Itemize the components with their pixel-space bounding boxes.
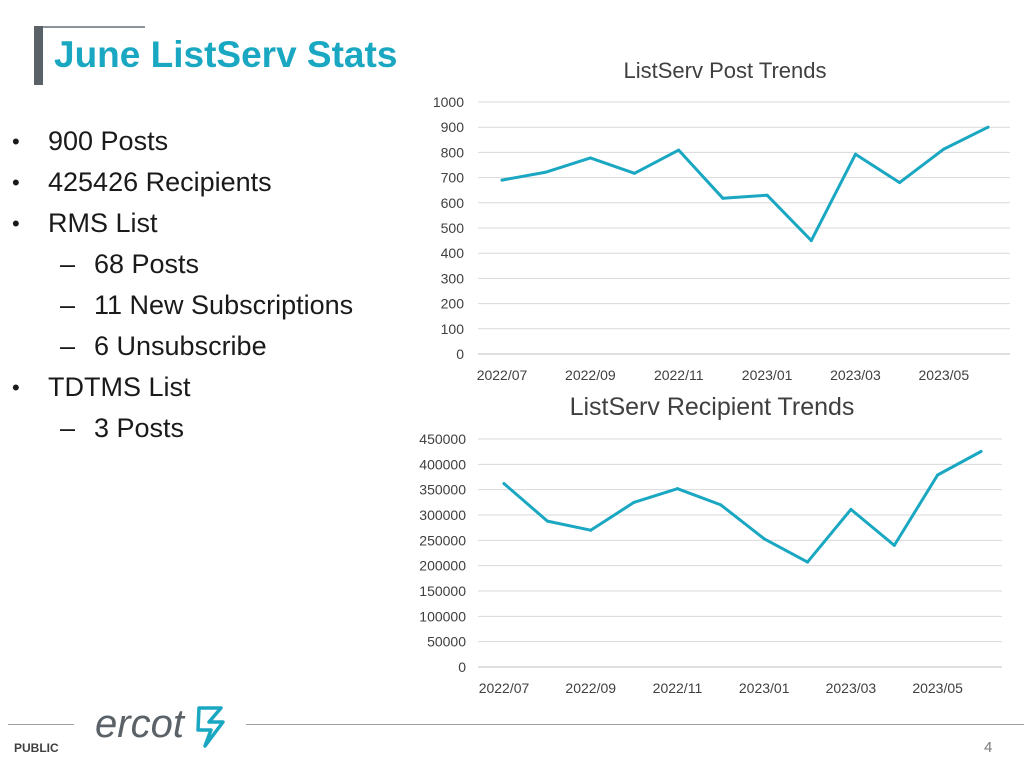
series-line: [500, 125, 990, 243]
x-tick-label: 2023/03: [826, 680, 877, 696]
bullet-marker: •: [12, 170, 20, 195]
data-point: [721, 196, 725, 200]
data-point: [898, 181, 902, 185]
x-tick-label: 2022/07: [479, 680, 530, 696]
data-point: [762, 537, 766, 541]
x-tick-label: 2023/01: [739, 680, 790, 696]
y-tick-label: 200000: [419, 558, 466, 574]
y-tick-label: 900: [441, 119, 465, 135]
title-accent-rule: [34, 26, 145, 28]
x-tick-label: 2023/01: [742, 367, 793, 383]
data-point: [892, 543, 896, 547]
slide-title: June ListServ Stats: [54, 34, 398, 75]
data-point: [633, 171, 637, 175]
bullet-marker: –: [60, 249, 76, 279]
chart-title: ListServ Recipient Trends: [570, 393, 855, 421]
y-tick-label: 400000: [419, 456, 466, 472]
bullet-text: 6 Unsubscribe: [94, 331, 267, 361]
footer-rule-left: [8, 724, 74, 725]
data-point: [675, 487, 679, 491]
bullet-marker: •: [12, 375, 20, 400]
data-point: [545, 519, 549, 523]
x-tick-label: 2022/11: [653, 680, 703, 696]
x-tick-label: 2022/09: [565, 680, 616, 696]
y-tick-label: 400: [441, 245, 465, 261]
y-tick-label: 300: [441, 270, 465, 286]
x-tick-label: 2022/11: [654, 367, 704, 383]
x-tick-label: 2022/07: [477, 367, 528, 383]
logo-wordmark: ercot: [95, 702, 186, 746]
x-tick-label: 2023/05: [919, 367, 970, 383]
y-tick-label: 200: [441, 296, 465, 312]
data-point: [809, 239, 813, 243]
bullet-text: 3 Posts: [94, 413, 185, 443]
data-point: [765, 193, 769, 197]
data-point: [979, 449, 983, 453]
bullet-text: TDTMS List: [48, 372, 191, 402]
x-tick-label: 2022/09: [565, 367, 616, 383]
y-tick-label: 500: [441, 220, 465, 236]
bullet-text: 11 New Subscriptions: [94, 290, 354, 320]
bullet-marker: –: [60, 413, 76, 443]
bullet-text: 68 Posts: [94, 249, 200, 279]
x-tick-label: 2023/05: [912, 680, 963, 696]
data-point: [589, 528, 593, 532]
page-number: 4: [984, 739, 993, 756]
y-tick-label: 150000: [419, 583, 466, 599]
data-point: [677, 148, 681, 152]
data-point: [588, 156, 592, 160]
data-point: [544, 170, 548, 174]
y-tick-label: 600: [441, 195, 465, 211]
data-point: [986, 125, 990, 129]
y-tick-label: 800: [441, 144, 465, 160]
bullet-text: RMS List: [48, 208, 158, 238]
ercot-logo: ercot: [95, 702, 225, 748]
charts-canvas: ListServ Post Trends 0 100 200 300 400 500 600 7…: [419, 58, 1010, 696]
y-tick-label: 1000: [433, 94, 464, 110]
y-tick-label: 100: [441, 321, 465, 337]
data-point: [719, 503, 723, 507]
data-point: [849, 507, 853, 511]
y-tick-label: 300000: [419, 507, 466, 523]
y-tick-label: 450000: [419, 431, 466, 447]
bullet-marker: •: [12, 211, 20, 236]
data-point: [806, 560, 810, 564]
bullet-text: 900 Posts: [48, 126, 169, 156]
y-tick-label: 250000: [419, 532, 466, 548]
footer-rule-right: [246, 724, 1024, 725]
data-point: [632, 500, 636, 504]
bullet-marker: •: [12, 129, 20, 154]
title-accent-bar: [34, 26, 43, 85]
logo-bolt-icon: [196, 706, 225, 748]
data-point: [502, 482, 506, 486]
data-point: [936, 473, 940, 477]
data-point: [500, 178, 504, 182]
bullet-marker: –: [60, 290, 76, 320]
footer-public-label: PUBLIC: [14, 741, 59, 755]
y-tick-label: 0: [458, 659, 466, 675]
y-tick-label: 50000: [427, 634, 466, 650]
x-tick-label: 2023/03: [830, 367, 881, 383]
bullet-marker: –: [60, 331, 76, 361]
chart-title: ListServ Post Trends: [624, 58, 827, 83]
y-tick-label: 0: [456, 346, 464, 362]
y-tick-label: 100000: [419, 608, 466, 624]
y-tick-label: 700: [441, 170, 465, 186]
y-tick-label: 350000: [419, 482, 466, 498]
series-line: [502, 450, 983, 564]
bullet-text: 425426 Recipients: [48, 167, 272, 197]
data-point: [942, 147, 946, 151]
data-point: [853, 152, 857, 156]
